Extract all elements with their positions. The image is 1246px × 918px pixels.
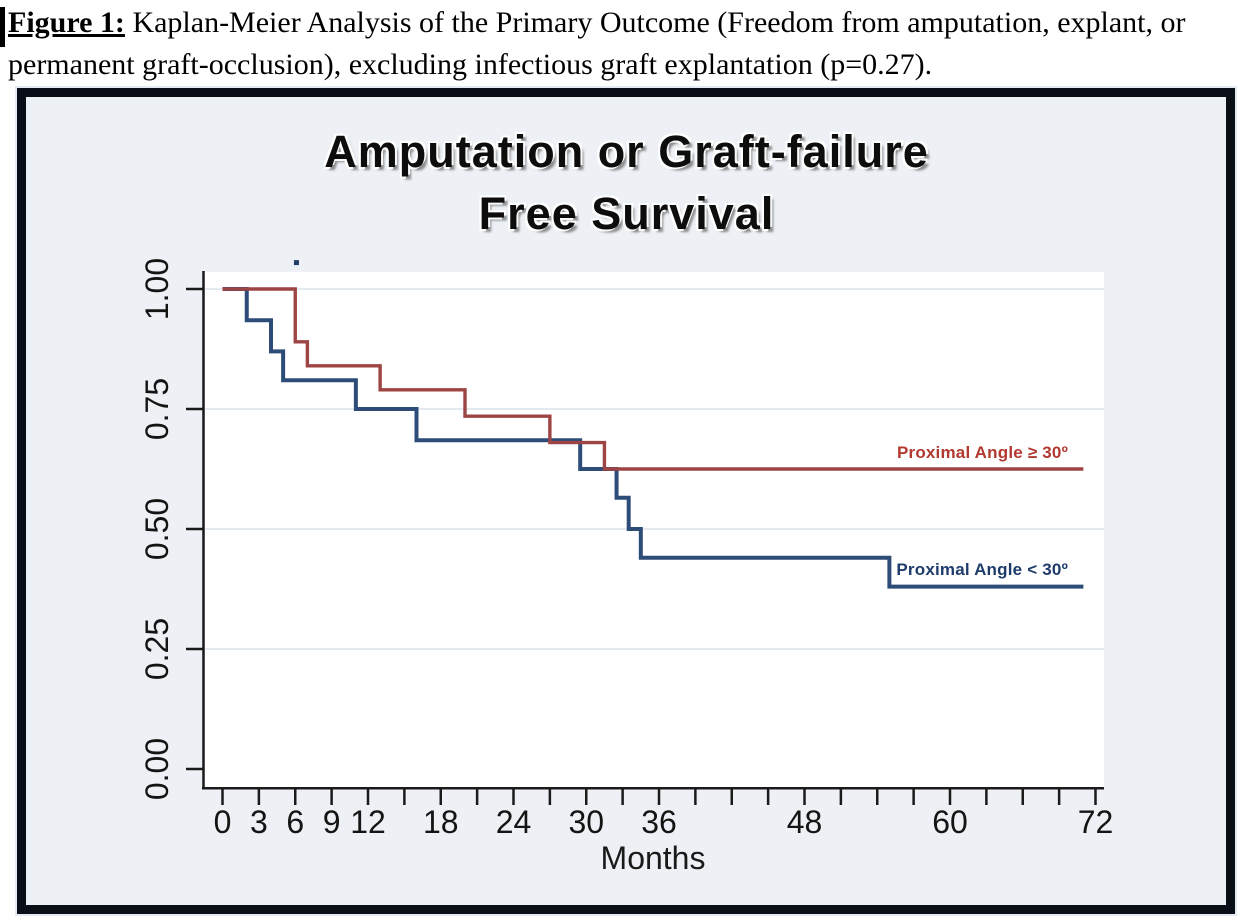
chart-title-line1: Amputation or Graft-failure — [324, 126, 929, 177]
x-axis-title: Months — [600, 840, 706, 876]
series-label-lt30: Proximal Angle < 30º — [896, 560, 1068, 579]
series-label-ge30: Proximal Angle ≥ 30º — [896, 443, 1068, 462]
y-tick-label-0.50: 0.50 — [139, 497, 175, 561]
x-tick-label-0: 0 — [213, 804, 232, 840]
chart-title: Amputation or Graft-failure Free Surviva… — [27, 121, 1226, 245]
figure-caption-text: Kaplan-Meier Analysis of the Primary Out… — [8, 6, 1186, 81]
x-tick-label-6: 6 — [286, 804, 305, 840]
x-tick-label-48: 48 — [786, 804, 823, 840]
figure-caption-label: Figure 1: — [8, 6, 125, 39]
x-tick-label-12: 12 — [350, 804, 386, 840]
x-tick-label-3: 3 — [249, 804, 268, 840]
x-tick-label-60: 60 — [932, 804, 968, 840]
y-tick-label-0.00: 0.00 — [139, 737, 175, 801]
y-tick-label-0.25: 0.25 — [139, 617, 175, 681]
text-cursor-bar — [0, 7, 5, 47]
plot-area — [203, 272, 1104, 789]
x-tick-label-36: 36 — [641, 804, 677, 840]
x-tick-label-24: 24 — [495, 804, 532, 840]
x-tick-label-9: 9 — [322, 804, 341, 840]
x-tick-label-18: 18 — [422, 804, 459, 840]
y-tick-label-0.75: 0.75 — [139, 377, 175, 441]
y-tick-label-1.00: 1.00 — [139, 257, 175, 321]
figure-caption: Figure 1: Kaplan-Meier Analysis of the P… — [0, 2, 1242, 86]
chart-title-line2: Free Survival — [478, 188, 775, 239]
x-tick-label-30: 30 — [568, 804, 605, 840]
x-tick-label-72: 72 — [1077, 804, 1114, 840]
